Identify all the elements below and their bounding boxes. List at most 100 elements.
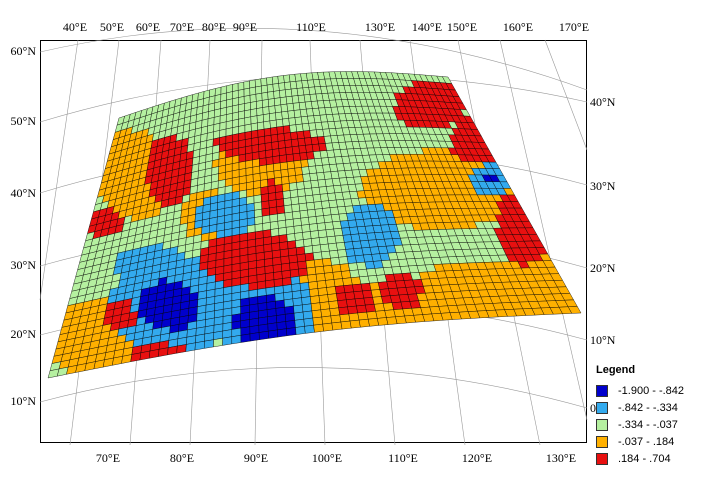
grid-cell xyxy=(267,185,276,194)
grid-cell xyxy=(238,117,246,127)
grid-cell xyxy=(338,306,350,316)
grid-cell xyxy=(316,280,327,289)
grid-cell xyxy=(298,267,308,277)
grid-cell xyxy=(289,261,299,271)
grid-cell xyxy=(325,228,336,238)
grid-cell xyxy=(377,317,389,326)
grid-cell xyxy=(259,171,268,181)
grid-cell xyxy=(251,137,259,146)
legend-swatch xyxy=(596,401,608,414)
grid-cell xyxy=(365,304,376,313)
top-longitude-label: 90°E xyxy=(233,20,257,34)
grid-cell xyxy=(284,139,293,148)
grid-cell xyxy=(237,81,245,91)
grid-cell xyxy=(301,166,310,175)
grid-cell xyxy=(318,294,329,303)
legend-item: -.334 - -.037 xyxy=(596,416,700,433)
grid-cell xyxy=(347,305,358,315)
grid-cell xyxy=(262,113,271,123)
grid-cell xyxy=(338,256,349,265)
grid-cell xyxy=(272,83,280,92)
grid-cell xyxy=(278,147,287,156)
legend-swatch xyxy=(596,384,608,397)
grid-cell xyxy=(255,251,265,261)
grid-cell xyxy=(249,332,260,342)
grid-cell xyxy=(339,263,350,272)
grid-cell xyxy=(373,303,385,312)
grid-cell xyxy=(255,244,265,254)
grid-cell xyxy=(286,233,296,242)
grid-cell xyxy=(250,115,258,125)
grid-cell xyxy=(362,289,373,299)
grid-cell xyxy=(360,282,372,292)
grid-cell xyxy=(293,311,305,321)
grid-cell xyxy=(295,326,306,335)
grid-cell xyxy=(273,169,282,179)
grid-cell xyxy=(281,183,291,192)
grid-cell xyxy=(316,222,327,231)
grid-cell xyxy=(239,189,247,199)
grid-cell xyxy=(274,176,283,186)
grid-cell xyxy=(284,211,294,221)
right-latitude-label: 20°N xyxy=(590,261,616,275)
grid-cell xyxy=(256,259,266,269)
grid-cell xyxy=(292,152,301,162)
grid-cell xyxy=(238,182,247,192)
grid-cell xyxy=(288,175,297,184)
grid-cell xyxy=(307,158,316,167)
grid-cell xyxy=(284,88,293,98)
grid-cell xyxy=(275,111,283,121)
grid-cell xyxy=(249,93,257,103)
grid-cell xyxy=(309,295,321,305)
grid-cell xyxy=(312,251,323,261)
grid-cell xyxy=(273,90,281,99)
grid-cell xyxy=(273,278,284,288)
grid-cell xyxy=(240,333,251,343)
grid-cell xyxy=(256,114,264,124)
grid-cell xyxy=(363,297,375,306)
grid-cell xyxy=(272,256,282,266)
grid-cell xyxy=(277,212,286,222)
grid-cell xyxy=(321,200,331,209)
grid-cell xyxy=(47,368,60,379)
grid-cell xyxy=(291,138,300,148)
grid-cell xyxy=(176,344,187,354)
grid-cell xyxy=(288,254,298,264)
grid-cell xyxy=(340,320,352,330)
grid-cell xyxy=(325,279,336,288)
parallel-line xyxy=(39,367,588,409)
grid-cell xyxy=(300,289,311,298)
grid-cell xyxy=(238,160,247,170)
grid-cell xyxy=(238,146,246,156)
grid-cell xyxy=(324,221,334,231)
grid-cell xyxy=(279,89,287,98)
grid-cell xyxy=(258,157,267,167)
grid-cell xyxy=(304,252,315,262)
grid-cell xyxy=(287,110,296,119)
grid-cell xyxy=(302,310,314,320)
grid-cell xyxy=(264,134,272,144)
grid-cell xyxy=(265,149,273,159)
grid-cell xyxy=(319,193,329,202)
grid-cell xyxy=(282,190,292,199)
grid-cell xyxy=(353,290,365,300)
grid-cell xyxy=(307,209,317,218)
grid-cell xyxy=(247,231,256,241)
grid-cell xyxy=(289,182,298,191)
legend-swatch xyxy=(596,452,608,465)
grid-cell xyxy=(267,329,278,339)
grid-cell xyxy=(262,222,271,231)
left-latitude-label: 60°N xyxy=(11,44,37,58)
grid-cell xyxy=(311,244,322,254)
grid-cell xyxy=(370,289,382,298)
grid-cell xyxy=(243,95,251,104)
grid-cell xyxy=(263,127,272,137)
grid-cell xyxy=(278,234,288,243)
grid-cell xyxy=(337,249,348,258)
parallel-line xyxy=(39,27,588,91)
grid-cell xyxy=(277,219,287,229)
grid-cell xyxy=(263,250,273,260)
grid-cell xyxy=(294,167,303,176)
grid-cell xyxy=(279,96,288,106)
grid-cell xyxy=(237,88,245,98)
